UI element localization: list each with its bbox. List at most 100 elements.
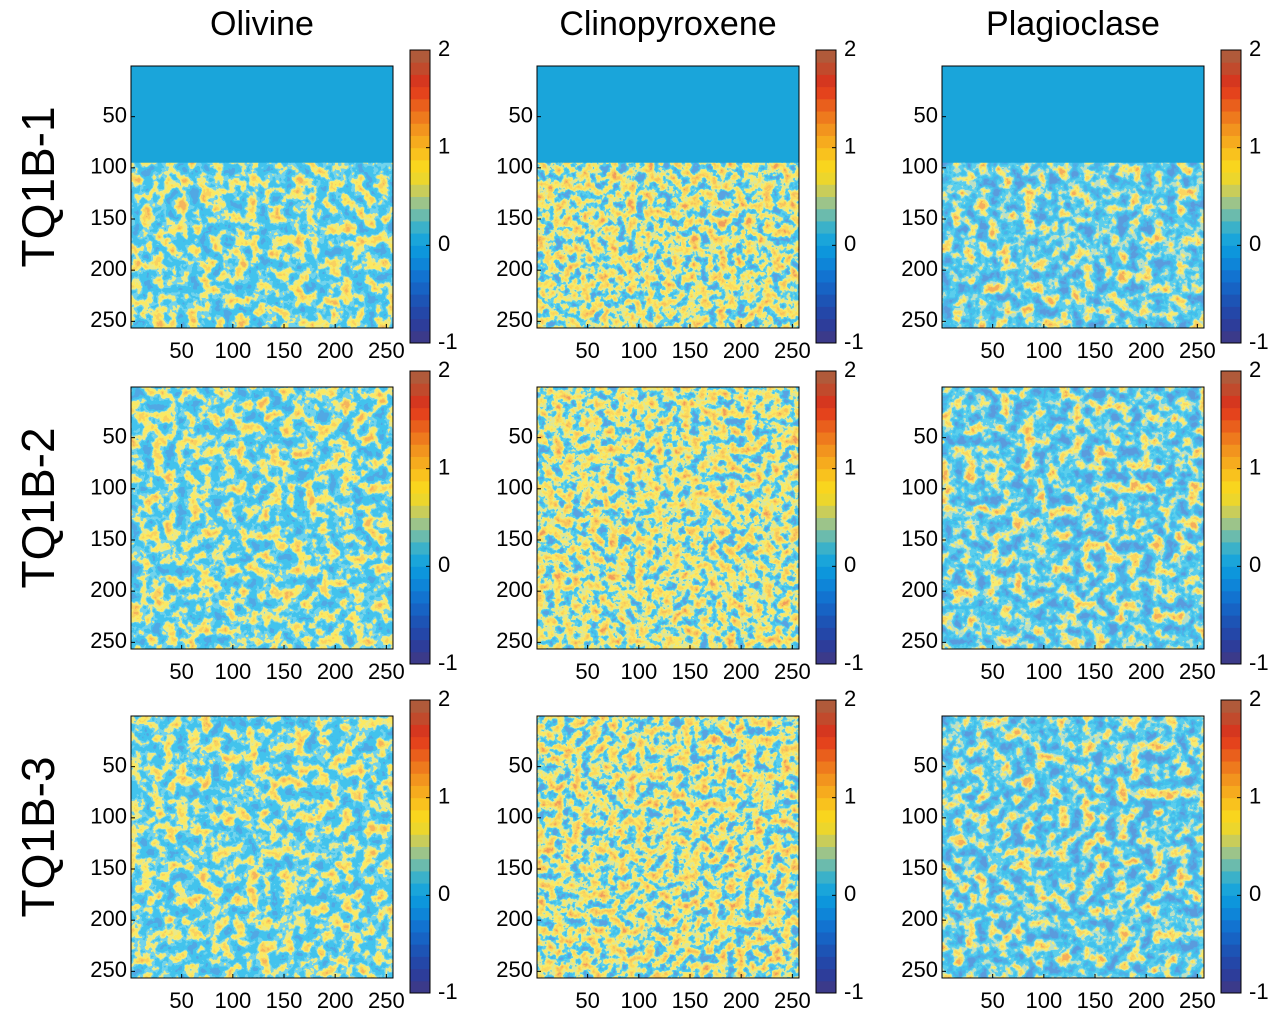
colorbar-band	[410, 809, 430, 823]
colorbar-band	[1221, 480, 1241, 494]
colorbar-band	[1221, 505, 1241, 518]
x-tick-label: 200	[317, 988, 354, 1013]
x-tick-label: 200	[1128, 338, 1165, 363]
colorbar-band	[816, 627, 836, 641]
y-tick-label: 50	[914, 423, 938, 448]
colorbar-tick-label: 0	[1249, 231, 1261, 256]
colorbar-band	[1221, 159, 1241, 173]
colorbar-band	[1221, 578, 1241, 592]
x-tick-label: 100	[1025, 338, 1062, 363]
colorbar-band	[1221, 834, 1241, 847]
colorbar-band	[816, 257, 836, 271]
colorbar-band	[1221, 147, 1241, 161]
colorbar-frame	[1220, 49, 1242, 344]
colorbar-frame	[815, 699, 837, 994]
colorbar-band	[1221, 554, 1241, 567]
colorbar-band	[816, 383, 836, 396]
colorbar-tick-label: 1	[1249, 783, 1261, 808]
colorbar-band	[816, 245, 836, 259]
colorbar-band	[816, 919, 836, 933]
colorbar-band	[1221, 306, 1241, 320]
axes-frame	[536, 715, 800, 979]
colorbar-tick-label: 2	[844, 36, 856, 61]
colorbar-band	[410, 306, 430, 320]
colorbar-band	[410, 257, 430, 271]
colorbar-band	[816, 208, 836, 222]
colorbar-band	[410, 968, 430, 982]
colorbar-band	[1221, 208, 1241, 222]
heatmap-image	[131, 387, 393, 649]
y-tick-label: 50	[103, 423, 127, 448]
x-tick-label: 250	[1179, 338, 1216, 363]
x-tick-label: 100	[1025, 988, 1062, 1013]
colorbar-band	[1221, 395, 1241, 409]
colorbar-band	[816, 135, 836, 149]
colorbar-band	[816, 111, 836, 124]
colorbar-band	[816, 895, 836, 909]
uniform-region	[942, 66, 1204, 163]
axes-frame	[536, 386, 800, 650]
x-tick-label: 250	[774, 988, 811, 1013]
y-tick-label: 100	[90, 804, 127, 829]
colorbar-band	[410, 700, 430, 713]
colorbar-band	[1221, 748, 1241, 762]
colorbar-tick-label: -1	[438, 329, 458, 354]
colorbar-band	[816, 281, 836, 295]
colorbar-band	[816, 980, 836, 994]
row-label: TQ1B-1	[12, 106, 64, 267]
colorbar-band	[410, 456, 430, 470]
y-tick-label: 200	[90, 906, 127, 931]
colorbar-band	[1221, 627, 1241, 641]
heatmap-image	[537, 387, 799, 649]
x-tick-label: 50	[169, 338, 193, 363]
colorbar-band	[816, 566, 836, 580]
column-title: Plagioclase	[986, 5, 1160, 43]
colorbar-band	[816, 944, 836, 957]
colorbar-tick-label: 1	[438, 454, 450, 479]
y-tick-label: 150	[90, 205, 127, 230]
colorbar-band	[1221, 74, 1241, 88]
colorbar-band	[816, 456, 836, 470]
x-tick-label: 250	[1179, 988, 1216, 1013]
colorbar-band	[410, 294, 430, 307]
colorbar-band	[1221, 846, 1241, 860]
y-tick-label: 50	[914, 102, 938, 127]
y-tick-label: 200	[90, 256, 127, 281]
axes-frame	[536, 65, 800, 329]
x-tick-label: 150	[672, 988, 709, 1013]
colorbar-tick-label: 1	[438, 783, 450, 808]
colorbar-band	[410, 602, 430, 616]
colorbar-band	[1221, 196, 1241, 210]
colorbar-band	[410, 834, 430, 847]
colorbar-frame	[815, 49, 837, 344]
colorbar-band	[410, 797, 430, 811]
colorbar-band	[1221, 651, 1241, 665]
colorbar-band	[816, 220, 836, 234]
colorbar-band	[1221, 773, 1241, 786]
axes-frame	[941, 65, 1205, 329]
colorbar-band	[410, 50, 430, 63]
colorbar-frame	[1220, 699, 1242, 994]
colorbar-band	[816, 505, 836, 518]
axes-frame	[130, 386, 394, 650]
colorbar-band	[1221, 944, 1241, 957]
colorbar-band	[1221, 330, 1241, 344]
colorbar-band	[816, 809, 836, 823]
colorbar-tick-label: 2	[1249, 686, 1261, 711]
colorbar-band	[410, 86, 430, 100]
x-tick-label: 200	[317, 659, 354, 684]
colorbar-band	[1221, 761, 1241, 774]
y-tick-label: 150	[901, 526, 938, 551]
colorbar-band	[410, 773, 430, 786]
colorbar-band	[1221, 245, 1241, 259]
colorbar-band	[816, 468, 836, 482]
y-tick-label: 200	[901, 906, 938, 931]
colorbar-band	[1221, 468, 1241, 482]
colorbar-tick-label: -1	[844, 329, 864, 354]
colorbar-band	[1221, 736, 1241, 750]
y-tick-label: 50	[103, 752, 127, 777]
y-tick-label: 50	[103, 102, 127, 127]
y-tick-label: 200	[901, 577, 938, 602]
y-tick-label: 250	[901, 957, 938, 982]
colorbar-band	[410, 724, 430, 738]
